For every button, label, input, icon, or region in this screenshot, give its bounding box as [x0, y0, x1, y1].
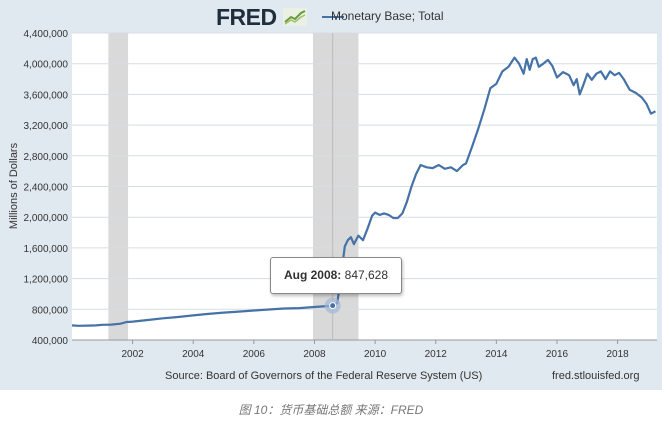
- y-tick-label: 4,000,000: [24, 60, 69, 71]
- y-tick-label: 3,600,000: [24, 90, 69, 101]
- y-tick-label: 1,200,000: [24, 275, 69, 286]
- x-tick-label: 2006: [243, 349, 266, 360]
- y-tick-label: 800,000: [32, 305, 69, 316]
- legend-label: Monetary Base; Total: [331, 9, 444, 23]
- hover-point: [329, 302, 337, 310]
- line-chart[interactable]: 400,000 800,000 1,200,000 1,600,000 2,000,00…: [0, 0, 662, 390]
- x-tick-label: 2012: [425, 349, 448, 360]
- x-tick-label: 2010: [364, 349, 387, 360]
- y-tick-label: 2,000,000: [24, 213, 69, 224]
- tooltip-date: Aug 2008:: [283, 268, 342, 282]
- y-tick-label: 1,600,000: [24, 244, 69, 255]
- x-axis: 2002 2004 2006 2008 2010 2012 2014 2016 2018: [72, 339, 657, 360]
- x-tick-label: 2004: [182, 349, 205, 360]
- y-tick-label: 2,400,000: [24, 183, 69, 194]
- fred-logo[interactable]: FRED: [216, 4, 307, 31]
- y-tick-label: 4,400,000: [24, 29, 69, 40]
- hover-tooltip: Aug 2008: 847,628: [270, 257, 402, 294]
- fred-logo-text: FRED: [216, 4, 277, 30]
- x-tick-label: 2002: [121, 349, 144, 360]
- figure-caption: 图 10：货币基础总额 来源：FRED: [238, 403, 424, 417]
- legend-line-swatch: [322, 16, 344, 18]
- x-tick-label: 2016: [546, 349, 569, 360]
- series-group[interactable]: [71, 56, 656, 327]
- tooltip-value: 847,628: [344, 268, 389, 282]
- x-tick-label: 2008: [303, 349, 326, 360]
- y-tick-label: 2,800,000: [24, 152, 69, 163]
- y-axis: 400,000 800,000 1,200,000 1,600,000 2,000,00…: [24, 29, 69, 347]
- x-tick-label: 2014: [485, 349, 508, 360]
- source-note: Source: Board of Governors of the Federa…: [165, 370, 483, 382]
- y-tick-label: 400,000: [32, 336, 69, 347]
- fred-logo-graph-icon: [282, 8, 307, 26]
- series-line-monetary-base[interactable]: [71, 56, 656, 327]
- site-url-link[interactable]: fred.stlouisfed.org: [552, 370, 640, 382]
- x-tick-label: 2018: [606, 349, 629, 360]
- y-tick-label: 3,200,000: [24, 121, 69, 132]
- y-axis-title: Millions of Dollars: [8, 142, 20, 229]
